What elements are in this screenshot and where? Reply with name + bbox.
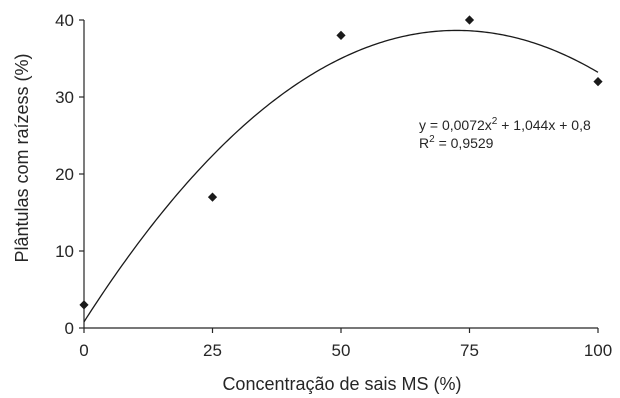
data-point-3	[464, 15, 475, 25]
y-tick-label: 40	[55, 11, 74, 30]
y-ticks: 0 10 20 30 40	[55, 11, 84, 338]
data-points	[79, 15, 603, 310]
y-tick-label: 10	[55, 242, 74, 261]
x-tick-label: 75	[460, 341, 479, 360]
data-point-1	[207, 192, 218, 202]
y-tick-label: 20	[55, 165, 74, 184]
r2-exponent: 2	[429, 134, 435, 145]
y-axis-title: Plântulas com raízess (%)	[12, 53, 32, 262]
data-point-2	[336, 30, 346, 40]
equation-exponent: 2	[492, 116, 498, 127]
x-axis-title: Concentração de sais MS (%)	[222, 374, 461, 394]
data-point-4	[593, 77, 603, 87]
y-tick-label: 0	[65, 319, 74, 338]
r2-rest: = 0,9529	[435, 135, 494, 151]
x-tick-label: 100	[584, 341, 612, 360]
equation-main: y = 0,0072x	[419, 117, 492, 133]
y-tick-label: 30	[55, 88, 74, 107]
x-tick-label: 25	[203, 341, 222, 360]
x-tick-label: 0	[79, 341, 88, 360]
data-point-0	[79, 300, 89, 310]
trendline-curve	[83, 29, 599, 323]
equation-rest: + 1,044x + 0,8	[497, 117, 591, 133]
r-squared: R2 = 0,9529	[419, 134, 494, 151]
x-tick-label: 50	[332, 341, 351, 360]
r2-main: R	[419, 135, 429, 151]
x-ticks: 0 25 50 75 100	[79, 328, 612, 360]
axes	[83, 20, 598, 329]
trendline-equation: y = 0,0072x2 + 1,044x + 0,8	[419, 116, 591, 133]
